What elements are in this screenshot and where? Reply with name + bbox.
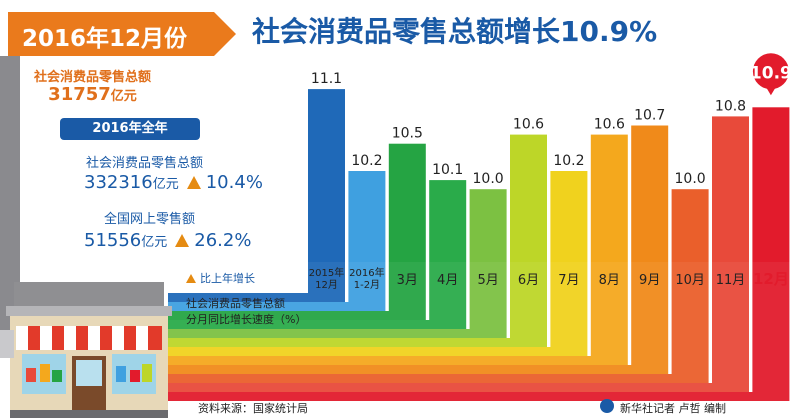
month-banner: 2016年12月份 — [8, 12, 236, 56]
legend: 比上年增长 — [186, 270, 255, 286]
bar-value-label: 10.7 — [634, 108, 665, 124]
stream-1 — [168, 262, 386, 311]
online-retail-unit: 亿元 — [141, 235, 168, 250]
category-label: 11月 — [716, 273, 746, 288]
bar-value-label: 10.2 — [351, 153, 382, 169]
december-retail-number: 31757 — [48, 84, 111, 105]
full-year-badge: 2016年全年 — [60, 118, 200, 140]
bar-value-label: 10.6 — [513, 117, 544, 133]
online-retail-title: 全国网上零售额 — [104, 212, 196, 227]
stream-0 — [168, 262, 345, 302]
highlight-bubble-tail — [764, 85, 777, 96]
full-year-retail-growth: 10.4% — [205, 172, 263, 193]
bar-value-label: 10.6 — [594, 117, 625, 133]
stream-3 — [168, 262, 467, 329]
storefront-illustration — [0, 282, 172, 418]
bar-value-label: 10.5 — [392, 126, 423, 142]
full-year-retail-unit: 亿元 — [152, 177, 179, 192]
category-label: 2016年 — [349, 266, 384, 279]
december-retail-unit: 亿元 — [110, 89, 137, 104]
highlight-bubble — [752, 53, 789, 90]
category-label: 9月 — [639, 273, 660, 288]
headline: 社会消费品零售总额增长10.9% — [252, 15, 658, 48]
xinhua-logo-icon — [600, 399, 614, 413]
bar — [510, 134, 547, 262]
bar-value-label: 10.8 — [715, 98, 746, 114]
online-retail-growth: 26.2% — [194, 230, 252, 251]
bar — [308, 89, 345, 262]
category-label: 10月 — [675, 273, 705, 288]
stream-4 — [168, 262, 507, 338]
bar — [752, 107, 790, 262]
category-label: 2015年 — [309, 266, 344, 279]
online-retail-value: 51556亿元 26.2% — [84, 230, 251, 251]
bar — [631, 125, 669, 262]
full-year-retail-title: 社会消费品零售总额 — [86, 156, 204, 171]
bar-value-label: 10.0 — [473, 171, 504, 187]
growth-up-icon — [186, 176, 201, 189]
credit-note: 新华社记者 卢哲 编制 — [620, 402, 726, 415]
chart-caption-line1: 社会消费品零售总额 — [186, 297, 285, 310]
bar — [469, 189, 507, 262]
december-retail-value: 31757亿元 — [20, 84, 165, 105]
bar — [590, 134, 628, 262]
full-year-retail-value: 332316亿元 10.4% — [84, 172, 263, 193]
bar — [712, 116, 749, 263]
color-streams — [0, 56, 790, 401]
bar — [348, 171, 386, 262]
online-retail-number: 51556 — [84, 230, 142, 251]
bar — [671, 189, 709, 262]
category-label: 12月 — [315, 279, 338, 291]
category-label: 3月 — [397, 273, 418, 288]
bar — [388, 143, 426, 262]
bar — [550, 171, 588, 262]
growth-up-icon — [186, 274, 196, 283]
bar-value-label: 10.2 — [553, 153, 584, 169]
chart-caption: 社会消费品零售总额 分月同比增长速度（%） — [186, 296, 306, 328]
bars — [308, 89, 790, 263]
chart-caption-line2: 分月同比增长速度（%） — [186, 313, 307, 326]
december-retail-title: 社会消费品零售总额 — [33, 70, 151, 85]
category-label: 6月 — [518, 273, 539, 288]
category-label: 5月 — [477, 273, 498, 288]
bar-value-label: 10.0 — [675, 171, 706, 187]
stream-2 — [168, 262, 426, 320]
growth-up-icon — [175, 234, 190, 247]
left-gray-band — [0, 56, 20, 346]
source-note: 资料来源：国家统计局 — [198, 402, 308, 415]
bar — [429, 180, 467, 262]
category-label: 12月 — [753, 270, 789, 288]
category-label: 4月 — [437, 273, 458, 288]
category-label: 8月 — [599, 273, 620, 288]
bar-value-label: 10.9 — [750, 63, 792, 83]
stream-5 — [168, 262, 547, 347]
category-label: 7月 — [558, 273, 579, 288]
category-label: 1-2月 — [354, 279, 380, 291]
bar-value-label: 11.1 — [311, 71, 342, 87]
bar-value-label: 10.1 — [432, 162, 463, 178]
legend-growth-label: 比上年增长 — [200, 272, 255, 285]
bar-value-labels: 11.1 10.2 10.5 10.1 10.0 10.6 10.2 10.6 10.7 10.0… — [311, 53, 792, 187]
banner-arrow-shape — [8, 12, 236, 56]
banner-month-label: 2016年12月份 — [22, 26, 188, 52]
full-year-retail-number: 332316 — [84, 172, 153, 193]
